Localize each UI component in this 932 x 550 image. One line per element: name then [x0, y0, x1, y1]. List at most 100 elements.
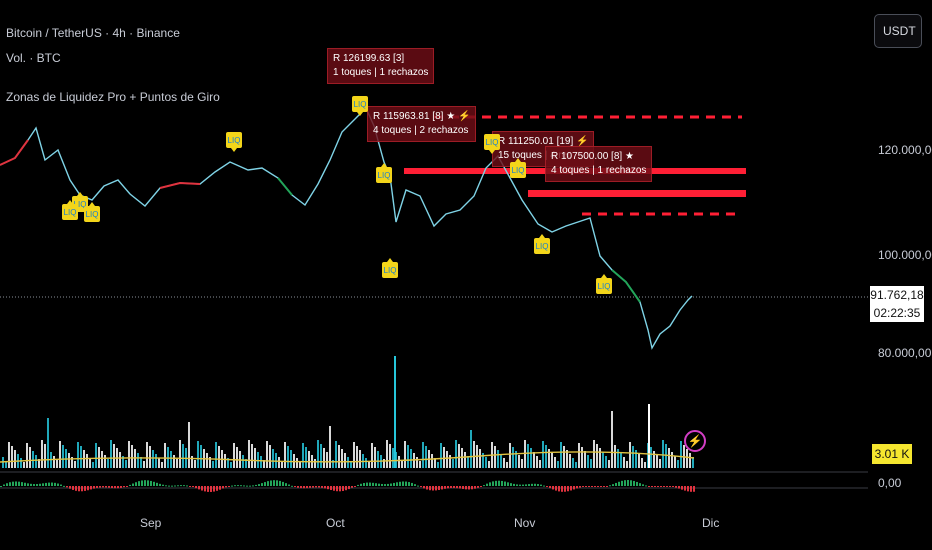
volume-bar: [551, 453, 553, 468]
currency-button[interactable]: USDT: [874, 14, 922, 48]
liquidity-marker[interactable]: LIQ: [596, 274, 612, 294]
oscillator-bar: [213, 486, 215, 492]
oscillator-bar: [393, 482, 395, 486]
volume-bar: [260, 456, 262, 468]
liquidity-marker[interactable]: LIQ: [376, 163, 392, 183]
volume-legend[interactable]: Vol. · BTC: [6, 51, 61, 65]
oscillator-bar: [150, 480, 152, 486]
trend-segment-down: [0, 139, 29, 166]
oscillator-bar: [141, 480, 143, 486]
liquidity-marker[interactable]: LIQ: [62, 200, 78, 220]
price-axis-label: 80.000,00: [878, 346, 932, 360]
trend-segment-up: [277, 177, 293, 196]
volume-bar: [587, 455, 589, 468]
volume-bar: [86, 454, 88, 468]
volume-bar: [128, 441, 130, 468]
liquidity-marker[interactable]: LIQ: [84, 202, 100, 222]
oscillator-bar: [162, 484, 164, 486]
volume-bar: [143, 461, 145, 468]
volume-bar: [368, 462, 370, 468]
volume-bar: [686, 449, 688, 468]
oscillator-bar: [567, 486, 569, 492]
oscillator-bar: [468, 486, 470, 490]
zone-label[interactable]: R 107500.00 [8] ★ 4 toques | 1 rechazos: [545, 146, 653, 182]
volume-bar: [218, 446, 220, 468]
oscillator-bar: [453, 486, 455, 488]
oscillator-bar: [15, 481, 17, 486]
oscillator-bar: [360, 483, 362, 486]
volume-bar: [365, 458, 367, 468]
oscillator-bar: [603, 486, 605, 487]
oscillator-bar: [171, 485, 173, 487]
liquidity-marker[interactable]: LIQ: [352, 96, 368, 116]
volume-spike: [648, 404, 650, 468]
zone-title: R 126199.63 [3]: [333, 53, 405, 64]
oscillator-bar: [684, 486, 686, 491]
volume-bar: [461, 448, 463, 468]
oscillator-bar: [135, 482, 137, 486]
oscillator-bar: [555, 486, 557, 491]
oscillator-bar: [615, 482, 617, 486]
oscillator-bar: [0, 486, 2, 487]
oscillator-bar: [204, 486, 206, 492]
oscillator-bar: [438, 486, 440, 491]
oscillator-bar: [660, 486, 662, 487]
oscillator-bar: [54, 482, 56, 486]
oscillator-bar: [291, 485, 293, 487]
oscillator-bar: [444, 486, 446, 489]
zone-label[interactable]: R 126199.63 [3] 1 toques | 1 rechazos: [327, 48, 435, 84]
volume-bar: [101, 451, 103, 468]
oscillator-bar: [252, 485, 254, 487]
volume-bar: [62, 445, 64, 468]
liquidity-marker[interactable]: LIQ: [484, 134, 500, 154]
oscillator-bar: [507, 482, 509, 486]
oscillator-bar: [543, 485, 545, 487]
oscillator-bar: [36, 484, 38, 486]
oscillator-bar: [354, 486, 356, 487]
oscillator-bar: [459, 486, 461, 489]
lightning-icon[interactable]: ⚡: [684, 430, 706, 452]
liquidity-marker[interactable]: LIQ: [226, 132, 242, 152]
volume-bar: [509, 443, 511, 468]
oscillator-bar: [609, 485, 611, 487]
liquidity-marker[interactable]: LIQ: [382, 258, 398, 278]
liquidity-marker[interactable]: LIQ: [510, 158, 526, 178]
volume-bar: [122, 456, 124, 468]
oscillator-bar: [402, 481, 404, 486]
trend-segment-up: [611, 269, 641, 303]
zone-label[interactable]: R 115963.81 [8] ★ ⚡ 4 toques | 2 rechazo…: [367, 106, 477, 142]
liquidity-marker[interactable]: LIQ: [534, 234, 550, 254]
symbol-title[interactable]: Bitcoin / TetherUS · 4h · Binance: [6, 26, 180, 40]
volume-bar: [485, 457, 487, 468]
oscillator-bar: [108, 486, 110, 488]
volume-bar: [452, 459, 454, 468]
oscillator-bar: [561, 486, 563, 492]
volume-bar: [539, 460, 541, 468]
oscillator-bar: [639, 483, 641, 486]
volume-bar: [320, 444, 322, 468]
volume-bar: [386, 440, 388, 468]
oscillator-bar: [12, 481, 14, 486]
volume-bar: [206, 453, 208, 468]
volume-bar: [29, 447, 31, 468]
oscillator-bar: [336, 486, 338, 492]
oscillator-bar: [483, 485, 485, 487]
volume-bar: [137, 453, 139, 468]
volume-bar: [371, 443, 373, 468]
oscillator-bar: [57, 483, 59, 486]
volume-bar: [338, 445, 340, 468]
volume-bar: [209, 457, 211, 468]
oscillator-bar: [120, 486, 122, 488]
oscillator-bar: [462, 486, 464, 489]
volume-bar: [305, 447, 307, 468]
volume-bar: [245, 459, 247, 468]
oscillator-bar: [45, 482, 47, 486]
oscillator-bar: [534, 483, 536, 486]
indicator-legend[interactable]: Zonas de Liquidez Pro + Puntos de Giro: [6, 90, 220, 104]
oscillator-bar: [33, 484, 35, 486]
volume-bar: [671, 452, 673, 468]
volume-bar: [422, 442, 424, 468]
volume-bar: [389, 444, 391, 468]
